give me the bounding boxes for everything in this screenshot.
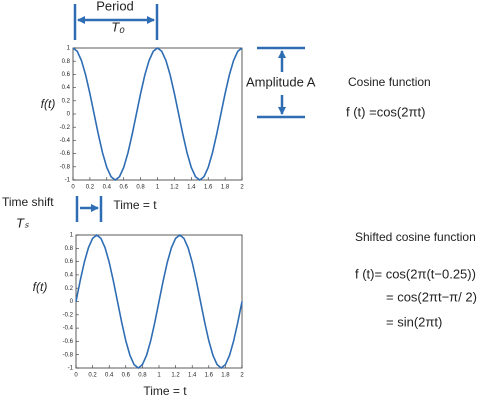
y-tick-label: -0.4 [60,138,71,144]
y-tick-label: 0.8 [62,59,71,65]
x-tick-label: 1.6 [204,185,213,191]
amplitude: Amplitude A [246,74,316,89]
x-tick-label: 1.2 [171,373,180,379]
y-tick-label: 0 [70,299,74,305]
equation: = cos(2πt−π/ 2) [386,289,477,304]
y-tick-label: -0.6 [63,339,74,345]
x-tick-label: 0 [74,373,78,379]
curve [72,46,243,182]
x-tick-label: 1.8 [221,185,230,191]
x-axis-label: Time = t [143,384,187,398]
y-tick-label: -1 [68,366,74,372]
y-tick-label: -0.2 [60,125,71,131]
y-tick-label: 0.4 [62,85,71,91]
y-tick-label: -0.2 [63,312,74,318]
y-tick-label: 0.6 [65,259,74,265]
y-tick-label: 0.8 [65,246,74,252]
function-title: Shifted cosine function [355,230,476,244]
equation: f (t)= cos(2π(t−0.25)) [355,266,476,281]
x-tick-label: 1.6 [205,373,214,379]
x-tick-label: 1.8 [221,373,230,379]
x-tick-label: 1.4 [188,373,197,379]
y-tick-label: -0.8 [63,352,74,358]
x-tick-label: 0.6 [122,373,131,379]
x-tick-label: 2 [240,373,244,379]
x-tick-label: 0.4 [103,185,112,191]
x-tick-label: 1 [157,373,161,379]
y-tick-label: 0.2 [62,98,71,104]
y-tick-label: 0 [67,112,71,118]
y-tick-label: -0.6 [60,151,71,157]
x-tick-label: 2 [240,185,244,191]
x-tick-label: 1.4 [187,185,196,191]
period-symbol: T₀ [111,19,125,34]
period-arrow [73,4,159,40]
amplitude-arrow [257,46,305,119]
x-tick-label: 0.8 [136,185,145,191]
y-axis-label: f(t) [33,280,48,294]
y-tick-label: 0.2 [65,286,74,292]
x-tick-label: 0.2 [86,185,95,191]
y-tick-label: -1 [65,178,71,184]
y-tick-label: -0.8 [60,164,71,170]
x-tick-label: 0.2 [88,373,97,379]
y-axis-label: f(t) [41,97,56,111]
y-tick-label: 1 [70,233,74,239]
x-tick-label: 0.6 [120,185,129,191]
x-tick-label: 1.2 [170,185,179,191]
function-title: Cosine function [348,75,431,89]
x-axis-label: Time = t [113,198,157,212]
time-shift-arrow [75,196,103,222]
plot-frame [72,47,243,181]
y-tick-label: 0.4 [65,272,74,278]
x-tick-label: 0.8 [138,373,147,379]
equation: = sin(2πt) [386,314,442,329]
x-tick-label: 0 [71,185,75,191]
period: Period [96,0,134,13]
time-shift-symbol: Tₛ [16,215,29,230]
y-tick-label: -0.4 [63,326,74,332]
time-shift: Time shift [2,195,54,209]
x-tick-label: 1 [156,185,160,191]
x-tick-label: 0.4 [105,373,114,379]
y-tick-label: 0.6 [62,72,71,78]
y-tick-label: 1 [67,46,71,52]
curve [75,233,243,370]
equation: f (t) =cos(2πt) [346,104,425,119]
